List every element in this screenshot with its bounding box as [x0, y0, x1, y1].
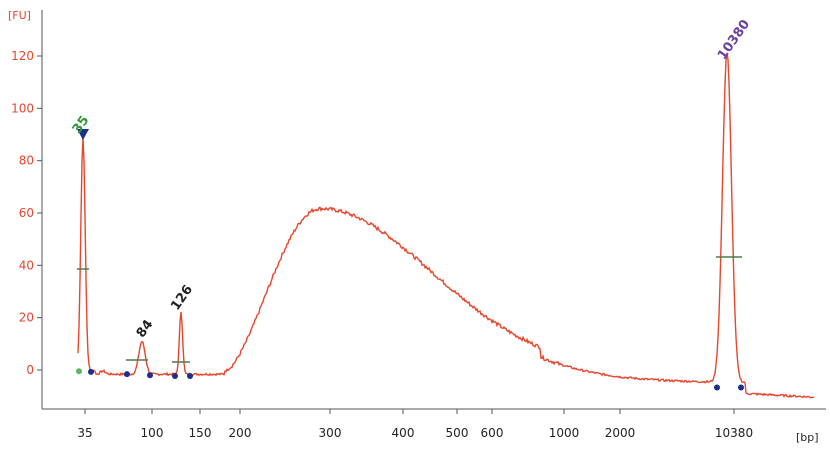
x-tick-label: 2000	[605, 426, 636, 440]
peak-triangle-marker	[77, 129, 89, 140]
axes	[41, 10, 826, 410]
y-tick-label: 100	[11, 101, 34, 115]
peak-boundary-dot	[172, 373, 178, 380]
peak-boundary-dot	[738, 384, 744, 391]
peak-label: 84	[134, 317, 157, 340]
y-axis-unit: [FU]	[8, 9, 31, 22]
x-tick-label: 150	[189, 426, 212, 440]
x-tick-label: 100	[141, 426, 164, 440]
peak-boundary-dot	[147, 372, 153, 379]
y-tick-label: 20	[19, 311, 34, 325]
peak-boundary-dot	[88, 368, 94, 375]
peak-boundary-dot	[76, 368, 82, 375]
peak-boundary-dot	[714, 384, 720, 391]
peak-boundary-dot	[124, 371, 130, 378]
y-axis-ticks: 0 20 40 60 80 100 120	[11, 49, 42, 377]
peak-labels: 35 84 126 10380	[70, 17, 753, 341]
x-axis-ticks: 35 100 150 200 300 400 500 600 1000 2000 10380	[77, 409, 753, 440]
fluorescence-trace	[77, 52, 815, 399]
x-tick-label: 200	[229, 426, 252, 440]
peak-label: 126	[168, 283, 196, 314]
y-tick-label: 0	[26, 363, 34, 377]
x-tick-label: 300	[319, 426, 342, 440]
x-tick-label: 500	[446, 426, 469, 440]
y-tick-label: 120	[11, 49, 34, 63]
peak-label: 10380	[715, 17, 753, 63]
x-axis-unit: [bp]	[796, 431, 819, 444]
y-tick-label: 80	[19, 154, 34, 168]
x-tick-label: 1000	[549, 426, 580, 440]
y-tick-label: 60	[19, 206, 34, 220]
x-tick-label: 35	[77, 426, 92, 440]
x-tick-label: 400	[392, 426, 415, 440]
peak-label: 35	[70, 113, 93, 136]
x-tick-label: 600	[481, 426, 504, 440]
y-tick-label: 40	[19, 258, 34, 272]
x-tick-label: 10380	[715, 426, 753, 440]
peak-markers	[76, 129, 744, 391]
peak-boundary-dot	[187, 373, 193, 380]
